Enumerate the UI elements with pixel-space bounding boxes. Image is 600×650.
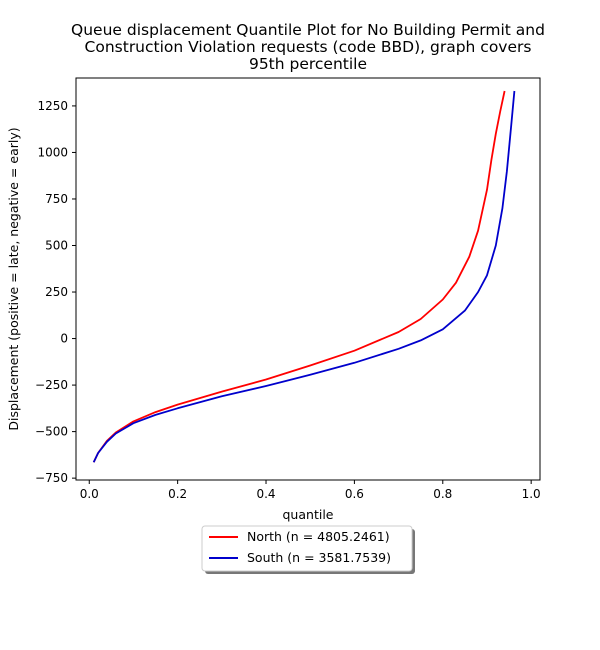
y-tick-label: 500 <box>45 239 68 253</box>
x-tick-label: 0.2 <box>168 487 187 501</box>
chart-title-line-3: 95th percentile <box>249 55 367 73</box>
x-tick-label: 0.6 <box>345 487 364 501</box>
plot-series <box>92 90 516 463</box>
y-tick-label: 250 <box>45 285 68 299</box>
chart-title: Queue displacement Quantile Plot for No … <box>71 21 545 73</box>
y-tick-label: 750 <box>45 192 68 206</box>
y-tick-label: 0 <box>60 332 68 346</box>
x-axis: 0.0 0.2 0.4 0.6 0.8 1.0 <box>80 480 541 501</box>
legend-label-south: South (n = 3581.7539) <box>247 550 391 565</box>
y-tick-label: −250 <box>35 378 68 392</box>
y-axis-label: Displacement (positive = late, negative … <box>6 127 21 430</box>
y-tick-label: 1000 <box>37 145 68 159</box>
y-axis: −750 −500 −250 0 250 500 750 1000 1250 <box>35 99 76 485</box>
legend: North (n = 4805.2461) South (n = 3581.75… <box>201 525 415 574</box>
x-tick-label: 0.8 <box>433 487 452 501</box>
x-tick-label: 0.0 <box>80 487 99 501</box>
chart-title-line-2: Construction Violation requests (code BB… <box>85 38 532 56</box>
x-tick-label: 0.4 <box>256 487 275 501</box>
plot-frame <box>75 77 541 481</box>
x-axis-label: quantile <box>283 507 334 522</box>
y-tick-label: −500 <box>35 425 68 439</box>
chart-title-line-1: Queue displacement Quantile Plot for No … <box>71 21 545 39</box>
series-line-north <box>92 90 506 463</box>
y-tick-label: −750 <box>35 471 68 485</box>
x-tick-label: 1.0 <box>522 487 541 501</box>
legend-label-north: North (n = 4805.2461) <box>247 529 390 544</box>
series-line-south <box>92 90 516 463</box>
y-tick-label: 1250 <box>37 99 68 113</box>
legend-box <box>201 525 413 572</box>
